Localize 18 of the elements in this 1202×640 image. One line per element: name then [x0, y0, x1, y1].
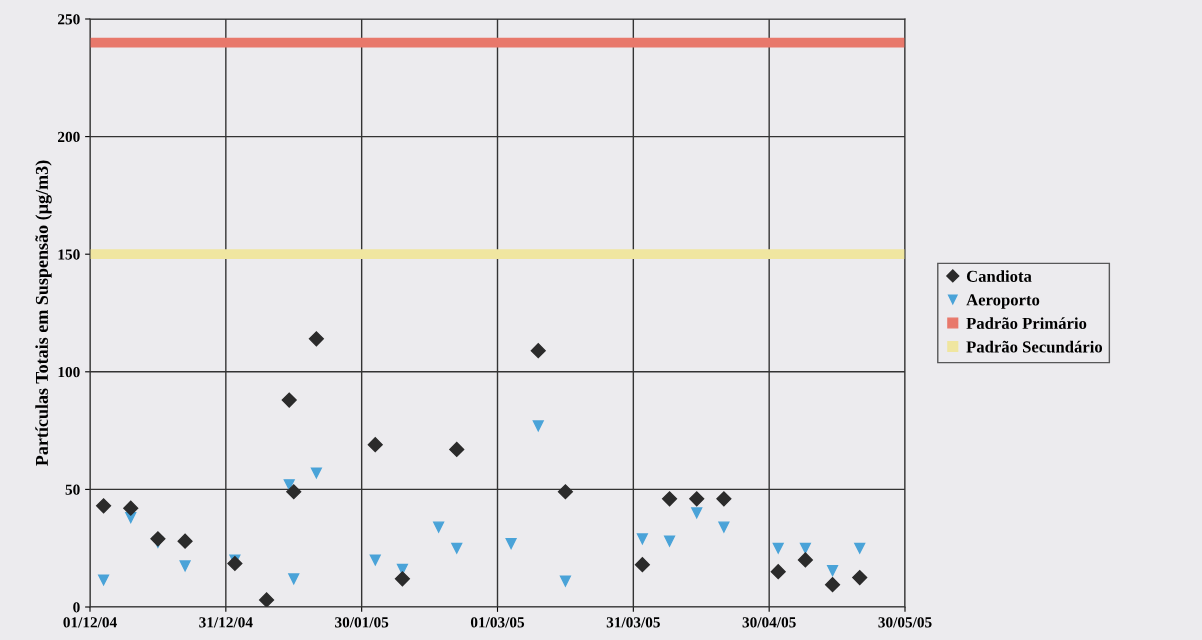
- x-tick-label: 30/05/05: [878, 617, 932, 628]
- x-tick-label: 30/04/05: [742, 617, 796, 628]
- y-tick-label: 100: [58, 366, 80, 378]
- legend-label: Aeroporto: [966, 294, 1040, 309]
- legend-label: Padrão Primário: [966, 317, 1087, 329]
- x-tick-label: 31/03/05: [606, 617, 660, 628]
- y-tick-label: 150: [58, 249, 80, 260]
- y-tick-label: 0: [73, 602, 80, 613]
- y-tick-label: 50: [65, 484, 80, 495]
- x-tick-label: 31/12/04: [199, 617, 253, 628]
- y-tick-label: 200: [58, 131, 80, 143]
- legend-label: Candiota: [966, 270, 1032, 282]
- y-axis-title: Partículas Totais em Suspensão (µg/m3): [35, 160, 52, 466]
- x-tick-label: 01/12/04: [63, 617, 117, 628]
- x-tick-label: 30/01/05: [335, 617, 389, 628]
- legend-label: Padrão Secundário: [966, 340, 1103, 353]
- y-tick-label: 250: [58, 14, 80, 25]
- x-tick-label: 01/03/05: [470, 617, 525, 628]
